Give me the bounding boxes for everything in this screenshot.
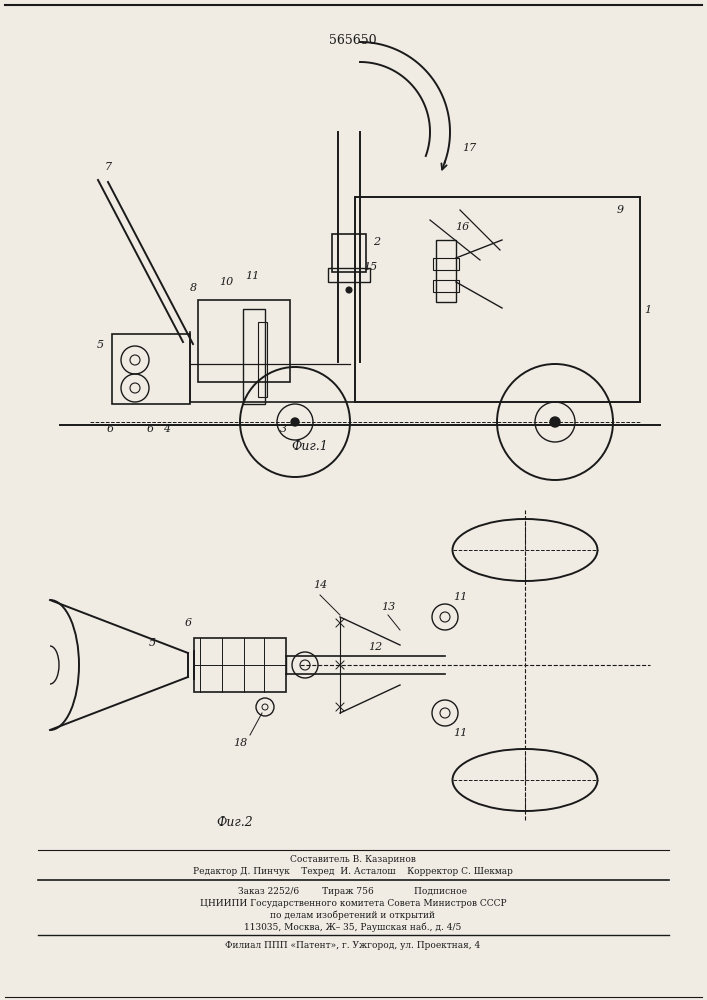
Text: Фиг.1: Фиг.1 bbox=[291, 440, 328, 454]
Bar bbox=[243, 309, 265, 404]
Text: Филиал ППП «Патент», г. Ужгород, ул. Проектная, 4: Филиал ППП «Патент», г. Ужгород, ул. Про… bbox=[226, 942, 481, 950]
Text: 4: 4 bbox=[163, 424, 170, 434]
Text: Составитель В. Казаринов: Составитель В. Казаринов bbox=[290, 856, 416, 864]
Text: 13: 13 bbox=[381, 602, 395, 612]
Text: 8: 8 bbox=[189, 283, 197, 293]
Text: ЦНИИПИ Государственного комитета Совета Министров СССР: ЦНИИПИ Государственного комитета Совета … bbox=[199, 898, 506, 908]
Text: 2: 2 bbox=[373, 237, 380, 247]
Text: 15: 15 bbox=[363, 262, 377, 272]
Text: 6: 6 bbox=[146, 424, 153, 434]
Circle shape bbox=[291, 418, 299, 426]
Bar bbox=[258, 322, 267, 397]
Bar bbox=[198, 300, 290, 382]
Text: 17: 17 bbox=[462, 143, 477, 153]
Text: Редактор Д. Пинчук    Техред  И. Асталош    Корректор С. Шекмар: Редактор Д. Пинчук Техред И. Асталош Кор… bbox=[193, 867, 513, 876]
Text: 3: 3 bbox=[279, 424, 286, 434]
Text: 14: 14 bbox=[313, 580, 327, 590]
Bar bbox=[194, 638, 286, 692]
Bar bbox=[436, 240, 456, 302]
Circle shape bbox=[550, 417, 560, 427]
Text: 113035, Москва, Ж– 35, Раушская наб., д. 4/5: 113035, Москва, Ж– 35, Раушская наб., д.… bbox=[245, 922, 462, 932]
Text: 12: 12 bbox=[368, 642, 382, 652]
Text: 18: 18 bbox=[233, 738, 247, 748]
Bar bbox=[433, 280, 459, 292]
Bar bbox=[112, 334, 190, 404]
Bar bbox=[433, 258, 459, 270]
Text: 9: 9 bbox=[617, 205, 624, 215]
Text: 7: 7 bbox=[105, 162, 112, 172]
Text: по делам изобретений и открытий: по делам изобретений и открытий bbox=[271, 910, 436, 920]
Text: 6: 6 bbox=[107, 424, 114, 434]
Text: 11: 11 bbox=[453, 728, 467, 738]
Bar bbox=[328, 268, 370, 282]
Text: 5: 5 bbox=[148, 638, 156, 648]
Text: 5: 5 bbox=[96, 340, 103, 350]
Text: 11: 11 bbox=[453, 592, 467, 602]
Text: 11: 11 bbox=[245, 271, 259, 281]
Text: 1: 1 bbox=[645, 305, 652, 315]
Text: 16: 16 bbox=[455, 222, 469, 232]
Bar bbox=[355, 197, 640, 402]
Text: Заказ 2252/6        Тираж 756              Подписное: Заказ 2252/6 Тираж 756 Подписное bbox=[238, 886, 467, 896]
Text: 565650: 565650 bbox=[329, 33, 377, 46]
Circle shape bbox=[346, 287, 352, 293]
Bar bbox=[332, 234, 366, 272]
Text: Фиг.2: Фиг.2 bbox=[216, 816, 253, 828]
Text: 6: 6 bbox=[185, 618, 192, 628]
Text: 10: 10 bbox=[219, 277, 233, 287]
